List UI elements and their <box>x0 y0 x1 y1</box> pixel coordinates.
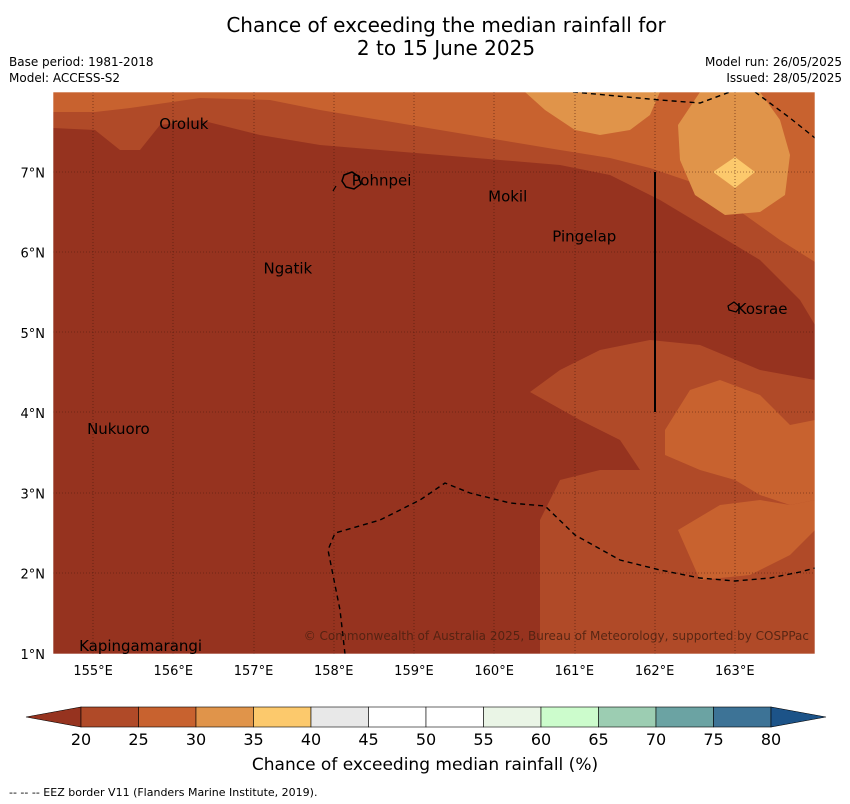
place-label: Ngatik <box>264 260 313 278</box>
kosrae-outline <box>727 301 741 313</box>
colorbar-segment <box>655 706 714 728</box>
colorbar-tick: 45 <box>358 730 378 749</box>
x-tick-label: 157°E <box>234 664 274 679</box>
place-label: Kosrae <box>737 300 788 318</box>
colorbar-segment <box>540 706 599 728</box>
y-tick-label: 7°N <box>21 166 46 181</box>
meta-left: Base period: 1981-2018 Model: ACCESS-S2 <box>9 54 154 86</box>
colorbar-tick: 25 <box>128 730 148 749</box>
x-tick-label: 156°E <box>154 664 194 679</box>
ant-atoll-mark <box>332 185 337 192</box>
place-label: Pohnpei <box>352 171 412 189</box>
model-run: Model run: 26/05/2025 <box>704 55 842 69</box>
x-tick-label: 163°E <box>715 664 755 679</box>
place-label: Kapingamarangi <box>79 637 202 655</box>
x-tick-label: 162°E <box>635 664 675 679</box>
contour-35-40 <box>713 157 755 188</box>
x-tick-label: 160°E <box>474 664 514 679</box>
colorbar-segment <box>80 706 139 728</box>
base-period: Base period: 1981-2018 <box>9 55 154 69</box>
place-label: Oroluk <box>159 115 208 133</box>
x-tick-label: 155°E <box>73 664 113 679</box>
place-label: Mokil <box>488 187 527 205</box>
colorbar-tick: 35 <box>243 730 263 749</box>
y-tick-label: 3°N <box>21 487 46 502</box>
colorbar-segment <box>195 706 254 728</box>
eez-border <box>327 92 815 654</box>
colorbar-tick: 65 <box>588 730 608 749</box>
copyright-notice: © Commonwealth of Australia 2025, Bureau… <box>304 629 809 643</box>
y-tick-label: 2°N <box>21 568 46 583</box>
place-label: Pingelap <box>552 228 616 246</box>
colorbar: 20 25 30 35 40 45 50 55 60 65 70 75 80 <box>25 706 827 749</box>
y-tick-label: 1°N <box>21 648 46 663</box>
place-labels: Oroluk Pohnpei Mokil Pingelap Ngatik Kosrae Nu… <box>79 115 787 655</box>
colorbar-tick: 50 <box>416 730 436 749</box>
map-frame <box>52 91 816 655</box>
rainfall-contours <box>53 92 815 654</box>
eez-footnote: -- -- -- EEZ border V11 (Flanders Marine… <box>9 786 318 799</box>
contour-25-30-southeast <box>678 500 815 580</box>
colorbar-tick: 70 <box>646 730 666 749</box>
colorbar-segment <box>310 706 369 728</box>
colorbar-tick: 80 <box>761 730 781 749</box>
x-tick-label: 161°E <box>555 664 595 679</box>
place-label: Nukuoro <box>87 420 150 438</box>
colorbar-segment <box>598 706 657 728</box>
colorbar-segment <box>253 706 312 728</box>
colorbar-segment <box>138 706 197 728</box>
y-axis-ticks: 7°N 6°N 5°N 4°N 3°N 2°N 1°N <box>21 166 46 663</box>
pohnpei-outline <box>341 171 362 190</box>
colorbar-tick: 40 <box>301 730 321 749</box>
colorbar-segment <box>713 706 772 728</box>
y-tick-label: 6°N <box>21 247 46 262</box>
colorbar-tick: 55 <box>473 730 493 749</box>
x-axis-ticks: 155°E 156°E 157°E 158°E 159°E 160°E 161°E 162°E… <box>73 664 754 679</box>
colorbar-tick: 20 <box>71 730 91 749</box>
y-tick-label: 4°N <box>21 407 46 422</box>
x-tick-label: 158°E <box>314 664 354 679</box>
graticule <box>53 92 815 654</box>
issued-date: Issued: 28/05/2025 <box>726 71 842 85</box>
contour-30-35 <box>525 92 660 135</box>
x-tick-label: 159°E <box>394 664 434 679</box>
meta-right: Model run: 26/05/2025 Issued: 28/05/2025 <box>705 54 842 86</box>
contour-25-30-south <box>665 380 815 505</box>
colorbar-over-arrow <box>770 706 827 728</box>
colorbar-under-arrow <box>25 706 82 728</box>
map-title: Chance of exceeding the median rainfall … <box>0 14 850 60</box>
colorbar-segment <box>425 706 484 728</box>
title-line-1: Chance of exceeding the median rainfall … <box>226 13 666 37</box>
model-name: Model: ACCESS-S2 <box>9 71 121 85</box>
colorbar-label: Chance of exceeding median rainfall (%) <box>251 755 599 775</box>
y-tick-label: 5°N <box>21 327 46 342</box>
colorbar-tick: 60 <box>531 730 551 749</box>
colorbar-segment <box>483 706 542 728</box>
title-line-2: 2 to 15 June 2025 <box>356 36 536 60</box>
contour-25-30-north <box>53 92 815 262</box>
contour-30-35-east <box>678 92 790 215</box>
colorbar-tick: 75 <box>703 730 723 749</box>
colorbar-tick: 30 <box>186 730 206 749</box>
colorbar-segment <box>368 706 427 728</box>
